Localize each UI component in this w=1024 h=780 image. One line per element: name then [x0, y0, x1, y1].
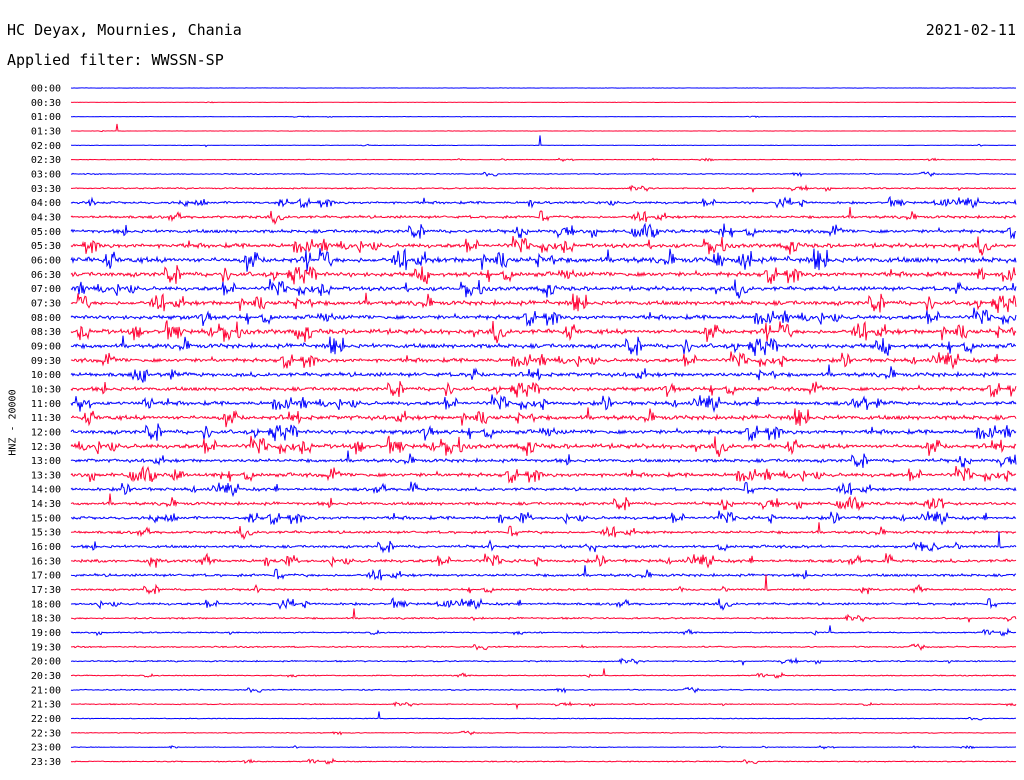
row-time-label: 23:00: [31, 743, 61, 754]
trace-row-2230: [71, 730, 1017, 736]
row-time-label: 13:00: [31, 456, 61, 467]
row-time-label: 18:00: [31, 599, 61, 610]
trace-row-1000: [70, 364, 1017, 383]
row-time-label: 05:30: [31, 241, 61, 252]
trace-row-1030: [70, 381, 1017, 398]
trace-row-2000: [71, 656, 1016, 666]
trace-row-0700: [70, 278, 1017, 299]
trace-row-1400: [70, 481, 1017, 498]
row-time-label: 21:30: [31, 700, 61, 711]
trace-row-0600: [70, 247, 1017, 272]
row-time-label: 16:00: [31, 542, 61, 553]
trace-row-2330: [70, 757, 1017, 765]
trace-row-1730: [70, 574, 1017, 595]
trace-row-0430: [70, 206, 1017, 225]
trace-row-2300: [70, 745, 1017, 750]
trace-row-1230: [70, 435, 1017, 457]
row-time-label: 00:00: [31, 84, 61, 95]
row-time-label: 20:00: [31, 657, 61, 668]
trace-row-1130: [70, 407, 1017, 428]
trace-row-1430: [70, 493, 1017, 512]
trace-row-1800: [70, 597, 1017, 611]
trace-row-2200: [70, 711, 1017, 721]
row-time-label: 17:30: [31, 585, 61, 596]
row-time-label: 01:00: [31, 112, 61, 123]
row-time-label: 02:30: [31, 155, 61, 166]
trace-row-0100: [71, 115, 1016, 119]
row-time-label: 06:30: [31, 270, 61, 281]
trace-row-0130: [71, 123, 1016, 133]
trace-row-0230: [70, 157, 1016, 163]
station-title: HC Deyax, Mournies, Chania: [7, 21, 242, 39]
row-time-label: 11:30: [31, 413, 61, 424]
row-time-label: 20:30: [31, 671, 61, 682]
trace-row-1530: [70, 522, 1017, 541]
row-time-label: 10:30: [31, 384, 61, 395]
trace-row-0800: [70, 307, 1017, 327]
trace-row-1200: [70, 423, 1017, 442]
row-time-label: 19:30: [31, 642, 61, 653]
trace-row-2100: [70, 686, 1017, 694]
row-time-label: 07:00: [31, 284, 61, 295]
row-time-label: 22:30: [31, 728, 61, 739]
row-time-label: 04:00: [31, 198, 61, 209]
trace-row-1100: [70, 394, 1017, 413]
row-time-label: 17:00: [31, 571, 61, 582]
trace-row-0730: [70, 292, 1017, 313]
trace-row-1630: [71, 552, 1017, 569]
row-time-label: 06:00: [31, 255, 61, 266]
row-time-label: 15:00: [31, 513, 61, 524]
trace-row-0900: [70, 335, 1016, 356]
trace-row-2030: [70, 668, 1017, 679]
row-time-label: 16:30: [31, 556, 61, 567]
row-time-label: 07:30: [31, 298, 61, 309]
trace-row-0630: [70, 265, 1017, 285]
trace-row-0400: [70, 195, 1017, 209]
row-time-label: 02:00: [31, 141, 61, 152]
row-time-label: 04:30: [31, 212, 61, 223]
trace-row-1700: [70, 565, 1017, 581]
trace-row-1600: [70, 531, 1017, 554]
trace-row-0330: [70, 184, 1017, 193]
row-time-label: 03:30: [31, 184, 61, 195]
trace-row-0500: [70, 222, 1017, 240]
trace-row-1830: [70, 608, 1017, 623]
date-label: 2021-02-11: [925, 21, 1016, 39]
row-time-label: 09:00: [31, 341, 61, 352]
row-time-label: 22:00: [31, 714, 61, 725]
trace-row-0300: [70, 171, 1017, 178]
trace-row-1300: [70, 450, 1017, 469]
row-time-label: 00:30: [31, 98, 61, 109]
row-time-label: 12:30: [31, 442, 61, 453]
row-time-label: 10:00: [31, 370, 61, 381]
filter-label: Applied filter: WWSSN-SP: [7, 51, 224, 69]
trace-row-1500: [70, 510, 1017, 526]
row-time-label: 19:00: [31, 628, 61, 639]
row-time-label: 08:30: [31, 327, 61, 338]
trace-row-1930: [71, 643, 1017, 652]
trace-row-0200: [70, 135, 1017, 148]
row-time-label: 14:00: [31, 485, 61, 496]
row-time-label: 08:00: [31, 313, 61, 324]
trace-row-0930: [70, 351, 1017, 370]
trace-row-1900: [70, 625, 1017, 637]
row-time-label: 03:00: [31, 169, 61, 180]
row-time-label: 14:30: [31, 499, 61, 510]
row-time-label: 11:00: [31, 399, 61, 410]
row-time-label: 05:00: [31, 227, 61, 238]
row-time-label: 13:30: [31, 470, 61, 481]
row-time-label: 21:00: [31, 685, 61, 696]
row-time-label: 23:30: [31, 757, 61, 768]
trace-row-0030: [70, 101, 1017, 104]
trace-row-2130: [70, 700, 1017, 711]
trace-row-1330: [70, 465, 1017, 484]
row-time-label: 15:30: [31, 528, 61, 539]
row-time-label: 01:30: [31, 126, 61, 137]
row-time-label: 12:00: [31, 427, 61, 438]
row-time-label: 18:30: [31, 614, 61, 625]
trace-row-0830: [70, 320, 1017, 344]
trace-row-0530: [70, 236, 1016, 256]
row-time-label: 09:30: [31, 356, 61, 367]
